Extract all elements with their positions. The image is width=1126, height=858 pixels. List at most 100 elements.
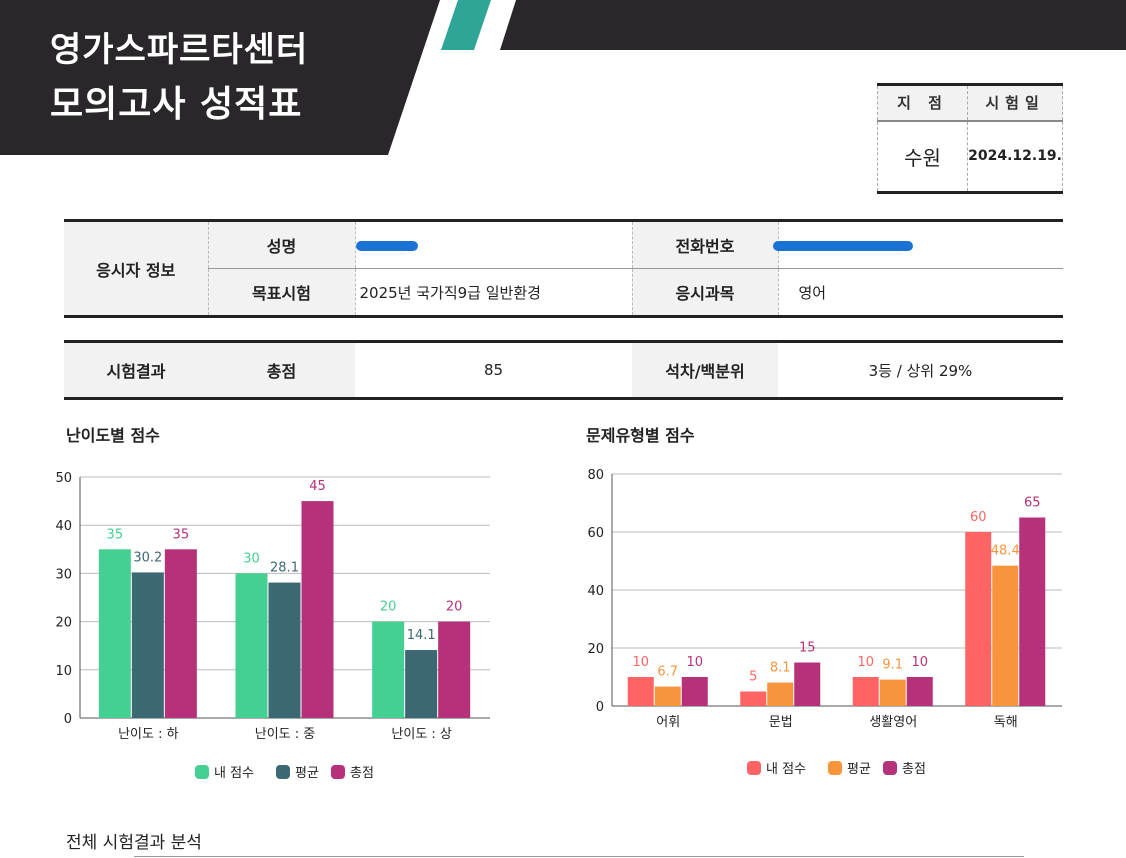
x-tick-label: 난이도 : 상 bbox=[391, 727, 452, 742]
bar bbox=[438, 621, 471, 718]
data-label: 20 bbox=[446, 600, 463, 615]
rank-label: 석차/백분위 bbox=[632, 341, 778, 399]
legend-label: 평균 bbox=[295, 766, 319, 781]
bar bbox=[654, 686, 681, 706]
name-label: 성명 bbox=[207, 220, 355, 269]
data-label: 30.2 bbox=[133, 550, 162, 565]
legend-label: 내 점수 bbox=[766, 762, 806, 777]
name-value bbox=[354, 220, 632, 269]
data-label: 28.1 bbox=[270, 561, 299, 576]
data-label: 5 bbox=[749, 670, 757, 685]
header-banner bbox=[0, 0, 1126, 155]
target-exam-value: 2025년 국가직9급 일반환경 bbox=[354, 268, 632, 317]
bar bbox=[740, 691, 767, 706]
bar bbox=[235, 573, 268, 718]
y-tick-label: 10 bbox=[55, 664, 72, 679]
data-label: 30 bbox=[243, 551, 260, 566]
data-label: 15 bbox=[799, 641, 816, 656]
legend-swatch bbox=[276, 765, 290, 779]
bar bbox=[1019, 517, 1046, 706]
bar bbox=[681, 677, 708, 706]
x-tick-label: 독해 bbox=[994, 715, 1018, 730]
data-label: 35 bbox=[173, 527, 190, 542]
x-tick-label: 난이도 : 중 bbox=[255, 727, 316, 742]
data-label: 14.1 bbox=[407, 628, 436, 643]
data-label: 8.1 bbox=[770, 661, 791, 676]
bar bbox=[301, 501, 334, 718]
bar bbox=[98, 549, 131, 718]
y-tick-label: 50 bbox=[55, 471, 72, 486]
phone-label: 전화번호 bbox=[631, 220, 778, 269]
legend-label: 내 점수 bbox=[214, 766, 254, 781]
redaction bbox=[355, 240, 418, 251]
y-tick-label: 60 bbox=[587, 526, 604, 541]
examinee-section-label: 응시자 정보 bbox=[64, 220, 208, 317]
phone-value bbox=[772, 220, 1063, 269]
page-title: 모의고사 성적표 bbox=[50, 84, 303, 125]
x-tick-label: 문법 bbox=[769, 715, 793, 730]
bar bbox=[767, 682, 794, 706]
bar bbox=[164, 549, 197, 718]
legend-swatch bbox=[331, 765, 345, 779]
data-label: 35 bbox=[107, 527, 124, 542]
data-label: 6.7 bbox=[657, 665, 678, 680]
bar bbox=[906, 677, 933, 706]
bar bbox=[131, 572, 164, 718]
subject-value: 영어 bbox=[777, 268, 1063, 317]
date-label: 시험일 bbox=[967, 84, 1063, 122]
data-label: 60 bbox=[970, 510, 987, 525]
legend-swatch bbox=[195, 765, 209, 779]
data-label: 65 bbox=[1024, 496, 1041, 511]
y-tick-label: 0 bbox=[596, 700, 604, 715]
data-label: 10 bbox=[911, 655, 928, 670]
x-tick-label: 어휘 bbox=[656, 715, 680, 730]
bar bbox=[268, 582, 301, 718]
y-tick-label: 0 bbox=[64, 712, 72, 727]
data-label: 20 bbox=[380, 600, 397, 615]
branch-label: 지 점 bbox=[876, 84, 969, 122]
bar bbox=[405, 650, 438, 718]
center-name: 영가스파르타센터 bbox=[50, 30, 309, 70]
y-tick-label: 40 bbox=[55, 519, 72, 534]
legend-label: 총점 bbox=[902, 762, 926, 777]
result-section-label: 시험결과 bbox=[64, 341, 208, 399]
y-tick-label: 30 bbox=[55, 567, 72, 582]
bar bbox=[372, 621, 405, 718]
total-label: 총점 bbox=[208, 341, 355, 399]
x-tick-label: 난이도 : 하 bbox=[118, 727, 179, 742]
subject-label: 응시과목 bbox=[631, 268, 778, 317]
rank-value: 3등 / 상위 29% bbox=[868, 361, 973, 380]
target-exam-label: 목표시험 bbox=[207, 268, 355, 317]
bar bbox=[879, 679, 906, 706]
difficulty-chart-title: 난이도별 점수 bbox=[66, 426, 160, 445]
bar bbox=[794, 662, 821, 706]
bar bbox=[992, 565, 1019, 706]
result-table: 시험결과 총점 85 석차/백분위 3등 / 상위 29% bbox=[64, 340, 1063, 400]
legend-swatch bbox=[883, 761, 897, 775]
divider bbox=[134, 856, 1024, 857]
data-label: 45 bbox=[309, 479, 326, 494]
y-tick-label: 20 bbox=[587, 642, 604, 657]
redaction bbox=[772, 240, 913, 251]
total-value: 85 bbox=[483, 361, 504, 379]
branch-value: 수원 bbox=[876, 120, 969, 193]
legend-label: 평균 bbox=[847, 762, 871, 777]
analysis-title: 전체 시험결과 분석 bbox=[66, 833, 202, 853]
y-tick-label: 20 bbox=[55, 616, 72, 631]
date-value: 2024.12.19. bbox=[967, 120, 1063, 193]
legend-swatch bbox=[747, 761, 761, 775]
y-tick-label: 40 bbox=[587, 584, 604, 599]
legend-label: 총점 bbox=[350, 766, 374, 781]
bar bbox=[852, 677, 879, 706]
data-label: 10 bbox=[686, 655, 703, 670]
data-label: 48.4 bbox=[991, 544, 1020, 559]
bar bbox=[965, 532, 992, 706]
meta-table: 지 점 시험일 수원 2024.12.19. bbox=[876, 83, 1063, 194]
legend-swatch bbox=[828, 761, 842, 775]
type-chart-title: 문제유형별 점수 bbox=[586, 426, 695, 445]
bar bbox=[627, 677, 654, 706]
data-label: 9.1 bbox=[882, 658, 903, 673]
y-tick-label: 80 bbox=[587, 468, 604, 483]
data-label: 10 bbox=[632, 655, 649, 670]
